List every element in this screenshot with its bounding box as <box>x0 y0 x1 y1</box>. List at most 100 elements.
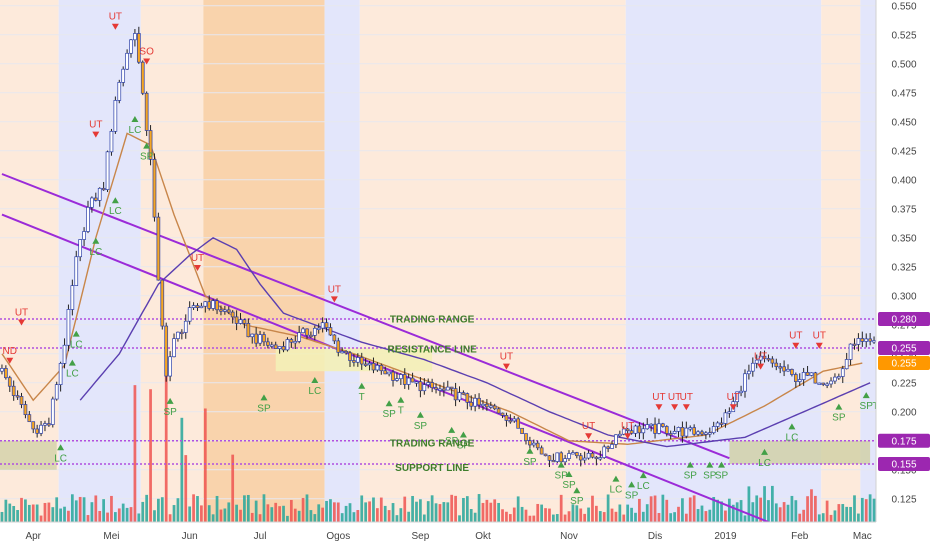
volume-bar-216 <box>845 506 849 522</box>
candle-39 <box>152 159 157 218</box>
y-tick-label-10: 0.375 <box>891 204 916 215</box>
volume-bar-151 <box>591 495 594 522</box>
band-6 <box>625 0 822 522</box>
volume-bar-101 <box>395 515 399 522</box>
signal-label-34: SP <box>555 471 569 482</box>
candle-1 <box>4 368 8 379</box>
volume-bar-176 <box>688 497 692 522</box>
volume-bar-91 <box>356 510 360 522</box>
signal-label-18: SP <box>140 152 154 163</box>
candle-25 <box>97 187 102 201</box>
candle-35 <box>136 33 141 63</box>
candle-32 <box>125 52 129 70</box>
candle-112 <box>438 388 442 391</box>
volume-bar-38 <box>149 389 152 522</box>
volume-bar-105 <box>411 495 414 522</box>
volume-bar-155 <box>606 494 610 522</box>
volume-bar-75 <box>293 508 297 522</box>
candle-14 <box>54 384 59 400</box>
level-tag-label-2: 0.175 <box>891 436 916 447</box>
signal-arrow-37 <box>612 475 620 482</box>
candle-86 <box>336 340 341 353</box>
volume-bar-209 <box>817 514 821 522</box>
x-tick-label-8: Dis <box>648 531 662 542</box>
volume-bar-141 <box>551 514 555 522</box>
candle-77 <box>301 328 305 334</box>
candle-170 <box>664 426 669 434</box>
volume-bar-63 <box>246 494 250 522</box>
volume-bar-112 <box>438 504 442 522</box>
candle-216 <box>844 359 849 370</box>
volume-bar-56 <box>219 509 223 522</box>
volume-bar-175 <box>684 513 688 522</box>
volume-bar-62 <box>243 495 246 522</box>
candle-91 <box>355 357 360 363</box>
signal-label-17: LC <box>129 125 142 136</box>
candle-94 <box>367 363 372 366</box>
volume-bar-173 <box>677 506 680 522</box>
price-axis[interactable]: 0.1250.1500.1750.2000.2250.2500.2750.300… <box>875 0 932 550</box>
candle-62 <box>242 319 247 324</box>
volume-bar-158 <box>618 504 622 522</box>
candle-207 <box>809 372 814 376</box>
signal-arrow-35 <box>565 470 573 477</box>
signal-arrow-7 <box>502 363 510 370</box>
signal-arrow-20 <box>92 237 100 244</box>
volume-bar-148 <box>579 508 583 522</box>
volume-bar-204 <box>798 513 802 522</box>
signal-label-42: SP <box>715 471 729 482</box>
candle-13 <box>50 398 55 425</box>
candle-137 <box>535 442 540 449</box>
signal-arrow-19 <box>111 197 119 204</box>
volume-bar-23 <box>90 502 94 522</box>
volume-bar-191 <box>747 486 751 522</box>
signal-label-27: T <box>359 392 365 403</box>
volume-bar-21 <box>82 497 86 522</box>
signal-label-1: UT <box>15 308 28 319</box>
volume-bar-140 <box>548 508 551 522</box>
signal-label-23: LC <box>54 453 67 464</box>
volume-bar-102 <box>399 508 403 522</box>
candle-178 <box>696 431 700 435</box>
volume-bar-107 <box>419 499 422 522</box>
candle-80 <box>312 327 317 336</box>
candle-206 <box>805 372 810 376</box>
volume-bar-46 <box>180 417 184 522</box>
candle-211 <box>825 383 829 386</box>
candle-138 <box>539 447 544 455</box>
candle-197 <box>770 358 775 364</box>
volume-bar-168 <box>657 513 661 522</box>
volume-bar-89 <box>348 503 352 522</box>
volume-bar-136 <box>532 515 536 522</box>
volume-bar-11 <box>43 502 47 522</box>
volume-bar-200 <box>782 502 786 522</box>
x-tick-label-6: Okt <box>475 531 491 542</box>
candle-163 <box>637 425 642 434</box>
volume-bar-49 <box>192 494 195 522</box>
volume-bar-139 <box>544 508 547 522</box>
volume-bar-119 <box>465 496 469 522</box>
candle-146 <box>571 452 575 455</box>
time-axis[interactable]: Apr Mei Jun Jul Ogos Sep Okt Nov Dis 2019 Feb Mac <box>0 521 932 550</box>
volume-bar-207 <box>810 489 813 522</box>
volume-bar-74 <box>289 499 293 522</box>
volume-bar-114 <box>446 502 450 522</box>
volume-bar-95 <box>372 497 375 522</box>
signal-arrow-23 <box>57 444 65 451</box>
volume-bar-123 <box>481 502 485 522</box>
volume-bar-129 <box>505 511 508 522</box>
candle-124 <box>485 403 489 408</box>
candle-119 <box>465 393 470 403</box>
candle-45 <box>176 331 180 339</box>
signal-label-10: UT <box>652 392 665 403</box>
volume-bar-126 <box>493 499 497 522</box>
volume-bar-69 <box>270 507 274 522</box>
candle-74 <box>289 339 294 343</box>
candle-19 <box>74 256 79 286</box>
volume-bar-57 <box>223 508 227 522</box>
volume-bar-50 <box>196 496 199 522</box>
signal-label-41: SP <box>703 471 717 482</box>
volume-bar-146 <box>571 504 575 522</box>
volume-bar-5 <box>20 497 23 522</box>
